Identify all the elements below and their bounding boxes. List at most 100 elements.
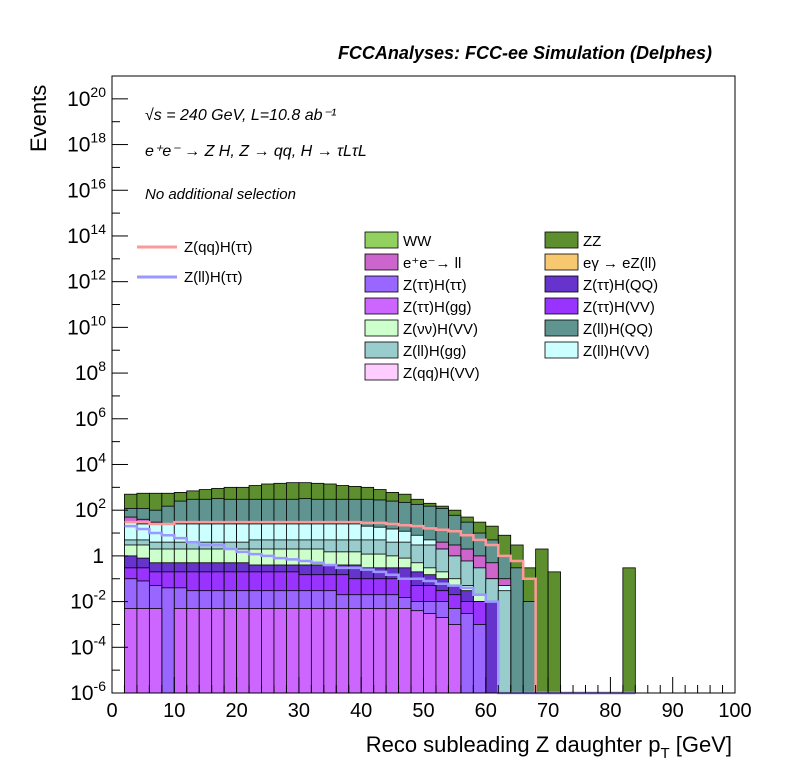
y-tick-label: 104 <box>75 449 106 476</box>
hist-bar <box>410 610 424 694</box>
y-tick-label: 102 <box>75 495 106 522</box>
hist-z-h-gg- <box>124 608 462 694</box>
legend-entry: e⁺e⁻→ ll <box>364 253 461 272</box>
y-tick-label: 1010 <box>67 312 106 339</box>
hist-bar <box>398 608 412 694</box>
hist-bar <box>423 613 437 694</box>
x-tick-label: 80 <box>599 700 621 722</box>
energy-lumi-label: √s = 240 GeV, L=10.8 ab⁻¹ <box>145 107 336 124</box>
hist-bar <box>148 608 163 694</box>
y-tick-label: 1020 <box>67 84 106 111</box>
hist-bar <box>360 608 375 694</box>
hist-bar <box>547 571 561 694</box>
legend-swatch <box>544 275 579 293</box>
legend-entry: Z(ll)H(VV) <box>544 341 650 360</box>
legend-label: Z(qq)H(ττ) <box>184 239 253 256</box>
line-z-ll-h- <box>124 524 636 695</box>
hist-bar <box>510 567 524 694</box>
hist-bar <box>335 608 350 694</box>
legend-label: Z(qq)H(VV) <box>403 365 480 382</box>
hist-bar <box>373 608 387 694</box>
x-tick-label: 20 <box>225 700 247 722</box>
x-tick-label: 90 <box>662 700 684 722</box>
x-axis-ticks: 0 10 20 30 40 50 60 70 80 90 100 <box>106 677 752 722</box>
hist-bar <box>485 601 499 694</box>
legend-label: ZZ <box>583 233 601 250</box>
legend-swatch <box>544 253 579 271</box>
hist-bar <box>385 608 399 694</box>
legend-label: Z(ττ)H(QQ) <box>583 277 658 294</box>
legend-swatch <box>364 253 399 271</box>
x-tick-label: 10 <box>163 700 185 722</box>
process-label: e⁺e⁻ → Z H, Z → qq, H → τLτL <box>145 143 367 160</box>
hist-bar <box>310 608 325 694</box>
legend-swatch <box>544 319 579 337</box>
legend-entry: Z(ττ)H(QQ) <box>544 275 658 294</box>
x-tick-label: 100 <box>718 700 751 722</box>
legend-entry: Z(ττ)H(VV) <box>544 297 655 316</box>
hist-bar <box>497 590 512 694</box>
legend-entry: ZZ <box>544 231 601 250</box>
hist-bar <box>186 608 200 694</box>
legend-swatch <box>364 363 399 381</box>
legend: Z(qq)H(ττ) Z(ll)H(ττ) WW ZZ e⁺e⁻→ ll eγ → eZ(… <box>137 231 658 382</box>
y-tick-label: 10-2 <box>70 587 106 614</box>
hist-bar <box>124 608 138 694</box>
hist-bar <box>198 608 213 694</box>
hist-bar <box>298 608 312 694</box>
legend-label: Z(ll)H(ττ) <box>184 269 243 286</box>
y-tick-label: 106 <box>75 404 106 431</box>
legend-label: Z(ll)H(gg) <box>403 343 466 360</box>
hist-bar <box>261 608 275 694</box>
y-tick-label: 10-4 <box>70 632 106 659</box>
legend-label: e⁺e⁻→ ll <box>403 255 461 272</box>
legend-entry: Z(νν)H(VV) <box>364 319 478 338</box>
x-tick-label: 40 <box>350 700 372 722</box>
hist-bar <box>522 601 537 694</box>
y-axis-label: Events <box>26 85 51 152</box>
selection-label: No additional selection <box>145 186 296 203</box>
hist-bar <box>323 608 337 694</box>
hist-bar <box>136 608 150 694</box>
x-tick-label: 30 <box>288 700 310 722</box>
legend-label: Z(ll)H(VV) <box>583 343 650 360</box>
x-tick-label: 60 <box>475 700 497 722</box>
legend-swatch <box>364 275 399 293</box>
hist-bar <box>622 567 636 694</box>
legend-swatch <box>544 297 579 315</box>
legend-entry: eγ → eZ(ll) <box>544 253 656 272</box>
hist-bar <box>448 624 462 694</box>
legend-entry: Z(ll)H(ττ) <box>137 269 243 286</box>
x-tick-label: 50 <box>412 700 434 722</box>
hist-bar <box>348 608 362 694</box>
legend-entry: Z(ττ)H(ττ) <box>364 275 467 294</box>
hist-bar <box>248 608 262 694</box>
hist-bar <box>460 613 474 694</box>
hist-bar <box>161 587 175 694</box>
legend-swatch <box>364 231 399 249</box>
legend-entry: Z(ll)H(QQ) <box>544 319 653 338</box>
legend-label: Z(ττ)H(gg) <box>403 299 472 316</box>
figure-title: FCCAnalyses: FCC-ee Simulation (Delphes) <box>338 43 712 63</box>
y-tick-label: 1018 <box>67 130 106 157</box>
line-z-qq-h- <box>124 520 636 695</box>
x-tick-label: 0 <box>106 700 117 722</box>
legend-entry: Z(qq)H(VV) <box>364 363 480 382</box>
y-tick-label: 1014 <box>67 221 106 248</box>
hist-bar <box>273 608 287 694</box>
hist-bar <box>173 608 188 694</box>
legend-entry: WW <box>364 231 432 250</box>
legend-swatch <box>364 297 399 315</box>
y-tick-label: 1 <box>92 545 104 568</box>
x-tick-label: 70 <box>537 700 559 722</box>
legend-label: WW <box>403 233 432 250</box>
x-axis-label: Reco subleading Z daughter pT [GeV] <box>366 732 732 762</box>
y-tick-label: 108 <box>75 358 106 385</box>
legend-label: Z(ττ)H(VV) <box>583 299 655 316</box>
hist-bar <box>535 548 549 694</box>
legend-entry: Z(qq)H(ττ) <box>137 239 253 256</box>
legend-swatch <box>364 341 399 359</box>
y-tick-label: 1016 <box>67 175 106 202</box>
hist-bar <box>472 624 487 694</box>
